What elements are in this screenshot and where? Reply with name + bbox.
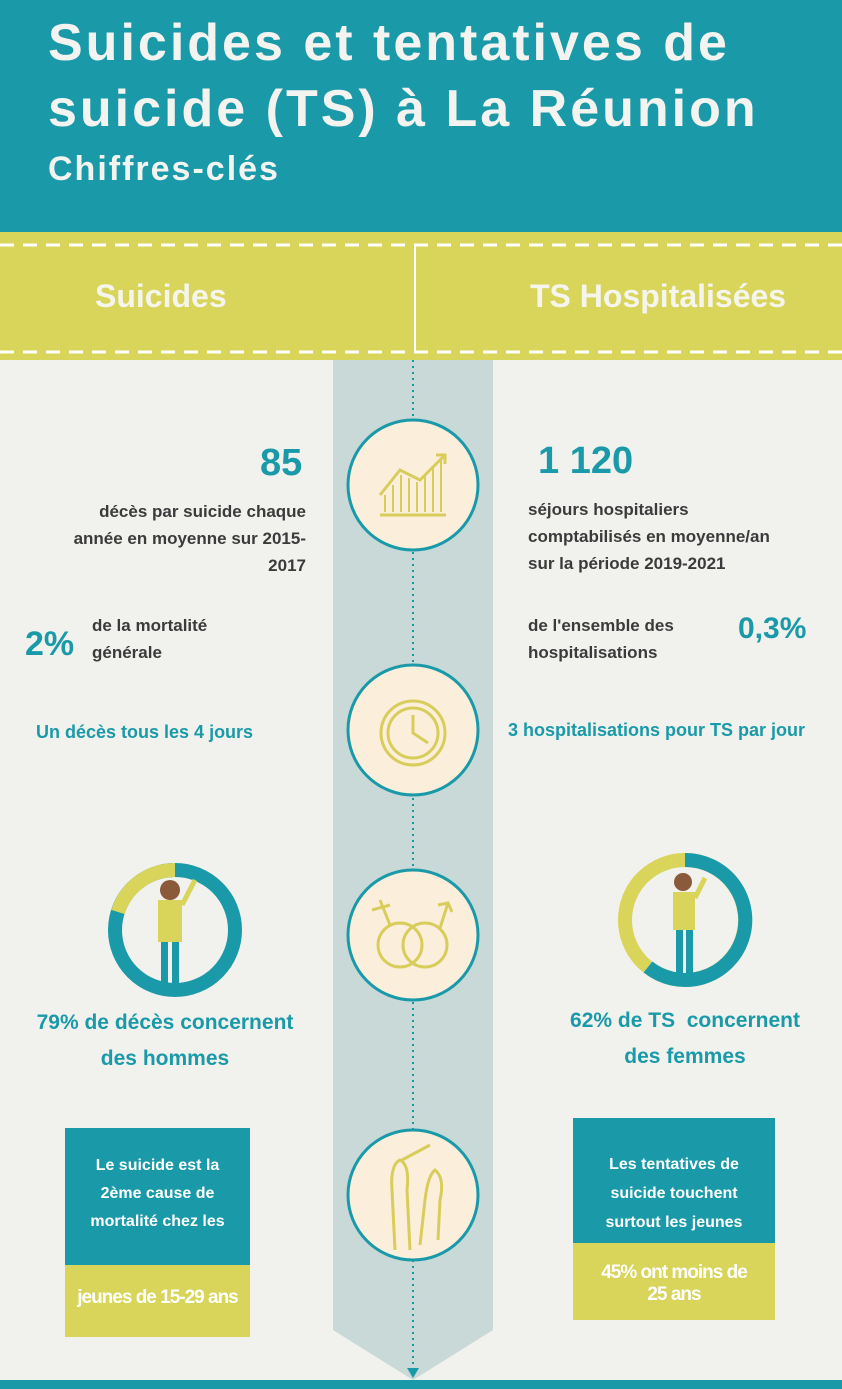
frequency: 3 hospitalisations pour TS par jour [508, 720, 805, 741]
title-line: suicide (TS) à La Réunion [48, 76, 759, 142]
gender: 62% de TS concernent des femmes [520, 1003, 842, 1075]
text-line: 2ème cause de [65, 1180, 250, 1208]
stat-desc: décès par suicide chaque année en moyenn… [74, 498, 306, 579]
text-line: des hommes [0, 1041, 330, 1077]
text-line: Le suicide est la [65, 1152, 250, 1180]
subtitle: Chiffres-clés [48, 150, 759, 189]
text-line: de la mortalité [92, 612, 207, 639]
share-desc: de l'ensemble des hospitalisations [528, 612, 674, 666]
text-line: 45% ont moins de [573, 1262, 775, 1284]
text-line: de l'ensemble des [528, 612, 674, 639]
text-line: mortalité chez les [65, 1208, 250, 1236]
text-line: suicide touchent [573, 1179, 775, 1208]
text-line: séjours hospitaliers [528, 496, 770, 523]
text-line: année en moyenne sur 2015- [74, 525, 306, 552]
stat: 1 120 [538, 440, 633, 483]
text-line: Les tentatives de [573, 1150, 775, 1179]
text-line: surtout les jeunes [573, 1208, 775, 1237]
box-highlight: jeunes de 15-29 ans [65, 1287, 250, 1309]
text-line: jeunes de 15-29 ans [65, 1287, 250, 1309]
gender: 79% de décès concernent des hommes [0, 1005, 330, 1077]
text-line: 79% de décès concernent [0, 1005, 330, 1041]
text-line: 62% de TS concernent [520, 1003, 842, 1039]
share-desc: de la mortalité générale [92, 612, 207, 666]
box-highlight: 45% ont moins de 25 ans [573, 1262, 775, 1306]
text-line: hospitalisations [528, 639, 674, 666]
text-line: comptabilisés en moyenne/an [528, 523, 770, 550]
stat-desc: séjours hospitaliers comptabilisés en mo… [528, 496, 770, 577]
box: Le suicide est la 2ème cause de mortalit… [65, 1152, 250, 1236]
text-line: décès par suicide chaque [74, 498, 306, 525]
text-line: 25 ans [573, 1284, 775, 1306]
text-line: sur la période 2019-2021 [528, 550, 770, 577]
stat: 85 [260, 442, 302, 485]
header: Suicides et tentatives de suicide (TS) à… [48, 10, 759, 189]
frequency: Un décès tous les 4 jours [36, 722, 253, 743]
title-line: Suicides et tentatives de [48, 10, 759, 76]
text-line: générale [92, 639, 207, 666]
tab-label: TS Hospitalisées [530, 278, 786, 315]
tab-label: Suicides [95, 278, 227, 315]
page: Suicides et tentatives de suicide (TS) à… [0, 0, 842, 1389]
share: 2% [25, 625, 74, 664]
text-line: 2017 [74, 552, 306, 579]
text-line: des femmes [520, 1039, 842, 1075]
share: 0,3% [738, 612, 806, 646]
box: Les tentatives de suicide touchent surto… [573, 1150, 775, 1237]
